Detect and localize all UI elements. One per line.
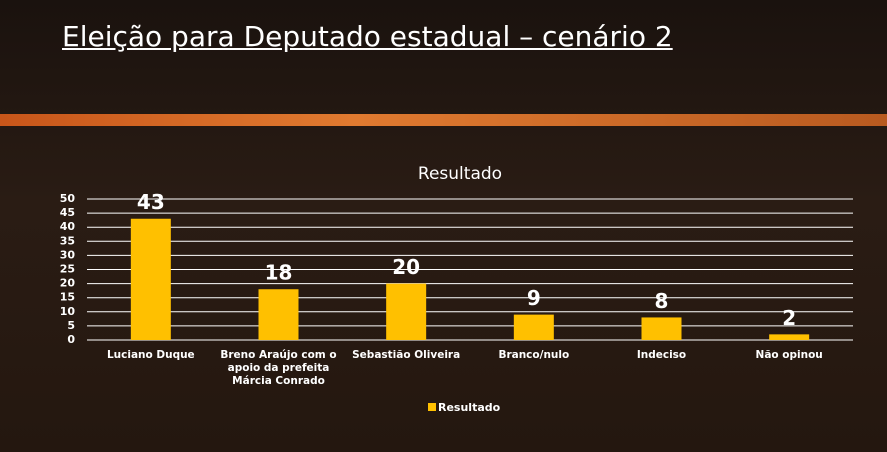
y-tick-label: 10 [60,305,76,318]
data-label: 9 [527,286,541,310]
y-tick-label: 5 [67,319,75,332]
x-tick-label: Sebastião Oliveira [352,349,461,361]
x-tick-label: Breno Araújo com o apoio da prefeita Már… [220,349,337,387]
legend-label: Resultado [438,401,501,414]
y-tick-label: 30 [60,248,76,261]
data-label: 2 [782,306,796,330]
y-tick-label: 45 [60,206,75,219]
bar [130,218,171,340]
y-tick-label: 25 [60,263,75,276]
accent-band [0,114,887,126]
bar [513,314,554,340]
x-tick-label: Indeciso [636,349,687,361]
data-label: 8 [655,289,669,313]
legend-swatch [428,403,436,411]
y-tick-label: 35 [60,234,75,247]
bar [769,334,810,340]
x-tick-label: Luciano Duque [106,349,195,361]
y-tick-label: 0 [67,333,75,346]
y-tick-label: 50 [60,192,76,205]
x-tick-label: Não opinou [755,349,823,361]
x-tick-label: Branco/nulo [498,349,570,361]
slide-title: Eleição para Deputado estadual – cenário… [62,20,673,53]
bar [258,289,299,340]
bar [641,317,682,340]
y-tick-label: 40 [60,220,76,233]
data-label: 20 [392,255,420,279]
data-label: 43 [137,190,165,214]
bar [386,283,427,340]
data-label: 18 [265,261,293,285]
y-tick-label: 20 [60,277,76,290]
y-tick-label: 15 [60,291,75,304]
chart-title: Resultado [418,164,502,184]
